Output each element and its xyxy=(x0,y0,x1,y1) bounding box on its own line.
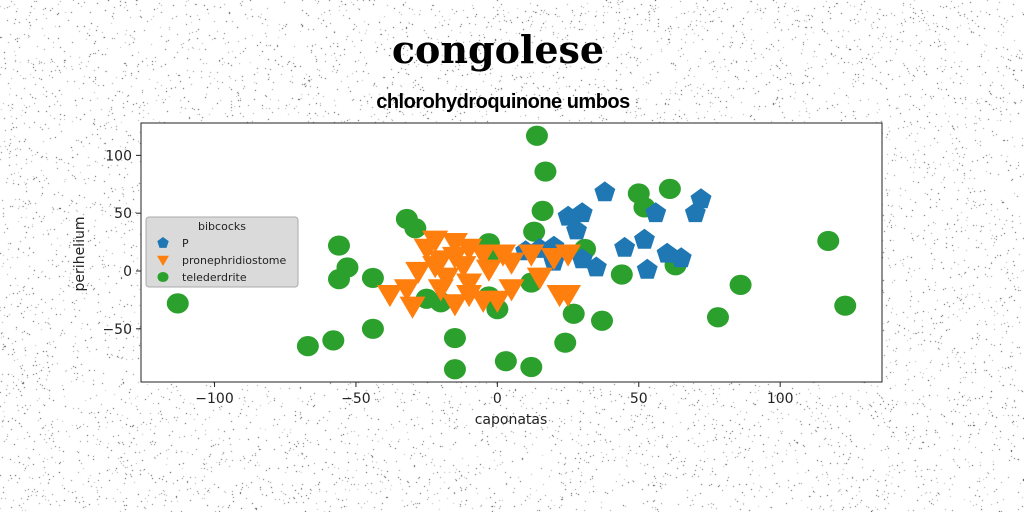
figure-suptitle: congolese xyxy=(392,27,604,72)
data-point-pronephridiostome xyxy=(484,290,511,313)
legend-marker-pronephridiostome xyxy=(157,255,169,266)
data-point-pronephridiostome xyxy=(518,244,545,267)
data-point-telederdrite xyxy=(554,332,577,353)
plot-frame xyxy=(140,122,883,383)
data-point-pronephridiostome xyxy=(456,285,483,308)
legend-title: bibcocks xyxy=(198,220,246,233)
x-tick-label: 100 xyxy=(767,391,794,407)
data-point-P xyxy=(636,258,658,279)
y-tick-label: 50 xyxy=(114,206,132,222)
legend-box xyxy=(145,216,299,288)
legend-marker-telederdrite xyxy=(157,271,169,283)
data-point-pronephridiostome xyxy=(498,279,525,302)
data-point-pronephridiostome xyxy=(405,261,432,284)
data-point-pronephridiostome xyxy=(376,285,403,308)
legend-marker-P xyxy=(157,237,169,248)
data-point-telederdrite xyxy=(531,200,554,221)
data-point-telederdrite xyxy=(523,221,546,242)
data-point-pronephridiostome xyxy=(433,267,460,290)
x-tick-label: −50 xyxy=(341,391,371,407)
data-point-P xyxy=(571,248,593,269)
data-point-P xyxy=(571,202,593,223)
data-point-P xyxy=(585,256,607,277)
data-point-telederdrite xyxy=(166,293,189,314)
data-point-telederdrite xyxy=(591,310,614,331)
data-point-pronephridiostome xyxy=(526,267,553,290)
data-point-P xyxy=(670,247,692,268)
y-axis-label: perihelium xyxy=(72,217,88,292)
data-point-telederdrite xyxy=(534,161,557,182)
data-point-P xyxy=(684,202,706,223)
data-point-P xyxy=(614,236,636,257)
data-point-telederdrite xyxy=(706,307,729,328)
data-point-telederdrite xyxy=(322,330,345,351)
data-point-pronephridiostome xyxy=(456,238,483,261)
data-marks xyxy=(166,125,857,380)
data-point-telederdrite xyxy=(562,303,585,324)
legend-label: telederdrite xyxy=(182,271,247,284)
legend-label: pronephridiostome xyxy=(182,254,287,267)
data-point-telederdrite xyxy=(361,267,384,289)
data-point-telederdrite xyxy=(520,356,543,378)
data-point-telederdrite xyxy=(361,318,384,339)
data-point-pronephridiostome xyxy=(422,256,449,279)
y-axis: −50 0 50 100 xyxy=(102,148,141,338)
data-point-telederdrite xyxy=(327,268,350,290)
data-point-telederdrite xyxy=(834,295,857,316)
data-point-telederdrite xyxy=(610,264,633,285)
data-point-telederdrite xyxy=(494,351,517,372)
data-point-telederdrite xyxy=(658,178,681,200)
data-point-telederdrite xyxy=(443,359,466,380)
data-point-pronephridiostome xyxy=(555,285,582,308)
legend-label: P xyxy=(182,237,189,250)
data-point-P xyxy=(634,228,655,249)
data-point-pronephridiostome xyxy=(399,296,426,319)
x-tick-label: −100 xyxy=(195,391,233,407)
y-tick-label: −50 xyxy=(102,322,132,338)
data-point-telederdrite xyxy=(525,125,548,146)
chart-title: chlorohydroquinone umbos xyxy=(376,91,630,113)
data-point-pronephridiostome xyxy=(498,252,525,275)
data-point-telederdrite xyxy=(817,230,840,252)
data-point-P xyxy=(645,202,667,223)
data-point-telederdrite xyxy=(729,274,752,295)
data-point-pronephridiostome xyxy=(470,244,497,267)
data-point-telederdrite xyxy=(327,235,350,256)
x-axis-label: caponatas xyxy=(475,412,548,428)
data-point-pronephridiostome xyxy=(393,279,420,302)
y-tick-label: 100 xyxy=(105,148,132,164)
data-point-pronephridiostome xyxy=(441,294,468,317)
data-point-pronephridiostome xyxy=(441,232,468,256)
data-point-telederdrite xyxy=(296,336,319,357)
x-tick-label: 50 xyxy=(630,391,648,407)
data-point-pronephridiostome xyxy=(456,273,483,296)
x-axis: −100 −50 0 50 100 xyxy=(195,382,794,407)
data-point-pronephridiostome xyxy=(450,256,477,279)
data-point-pronephridiostome xyxy=(555,244,582,267)
plot-area xyxy=(140,122,883,383)
data-point-telederdrite xyxy=(443,327,466,349)
data-point-P xyxy=(566,219,587,240)
data-point-P xyxy=(594,181,616,202)
data-point-pronephridiostome xyxy=(413,238,440,261)
y-tick-label: 0 xyxy=(123,264,132,280)
data-point-telederdrite xyxy=(404,218,427,239)
data-point-pronephridiostome xyxy=(475,259,502,282)
x-tick-label: 0 xyxy=(493,391,502,407)
